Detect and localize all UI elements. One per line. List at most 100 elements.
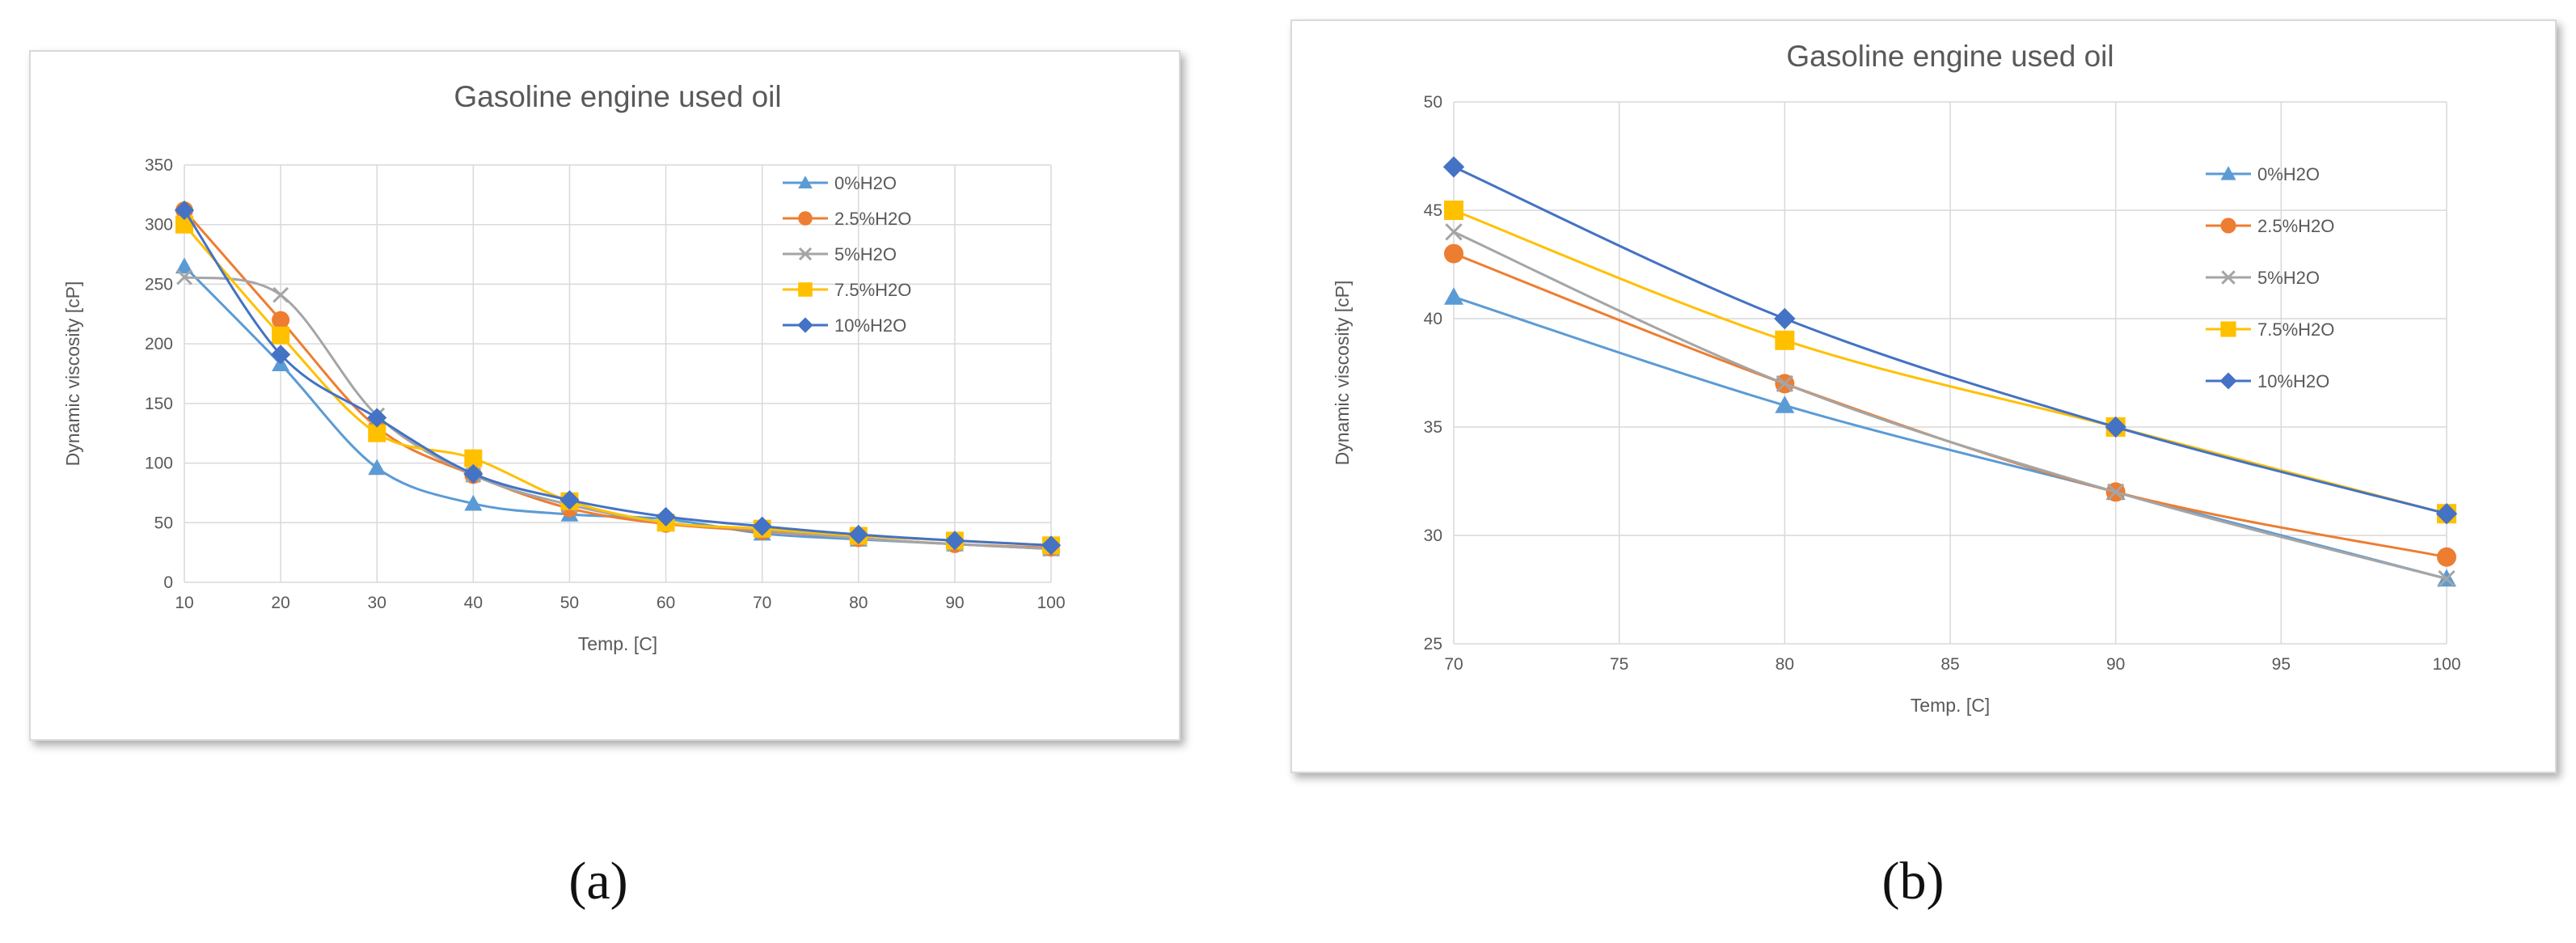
- chart-b-xtick-label: 70: [1444, 655, 1463, 674]
- chart-b-ytick-label: 50: [1424, 93, 1442, 112]
- chart-a-ytick-label: 100: [145, 455, 173, 473]
- chart-b-title: Gasoline engine used oil: [1786, 40, 2114, 73]
- chart-b-series-line: [1453, 295, 2447, 581]
- chart-a-series-3: [175, 215, 1060, 555]
- chart-b-xtick-label: 95: [2272, 655, 2291, 674]
- chart-b-data-point-stroke-2: [2438, 569, 2456, 588]
- chart-b-xtick-label: 90: [2106, 655, 2125, 674]
- chart-b-legend-marker: [2219, 372, 2237, 390]
- chart-b-legend-label: 2.5%H2O: [2257, 216, 2334, 236]
- chart-a-data-point: [368, 459, 386, 476]
- chart-a-legend-label: 10%H2O: [834, 315, 906, 336]
- chart-a-title: Gasoline engine used oil: [454, 80, 781, 113]
- chart-a-data-point: [944, 531, 965, 551]
- chart-a-series-line: [183, 265, 1052, 551]
- chart-b-legend-marker-stroke-2: [2221, 270, 2236, 285]
- chart-a-xtick-label: 90: [945, 594, 964, 612]
- chart-a-ytick-label: 50: [154, 514, 173, 532]
- chart-a-data-point: [272, 286, 289, 303]
- chart-b-data-point-stroke-2: [1776, 374, 1793, 393]
- chart-a-data-point: [848, 524, 868, 545]
- chart-b-series-line: [1453, 209, 2447, 515]
- chart-a-xtick-label: 40: [464, 594, 483, 612]
- chart-a-data-point-stroke-2: [272, 286, 289, 303]
- chart-a-legend-marker: [798, 175, 813, 189]
- chart-a-ytick-label: 150: [145, 395, 173, 413]
- chart-a-svg: 0 50 100 150 200 250 300 350 10 20 30 40 50 60 70 80 90 1…: [62, 80, 1066, 654]
- chart-a-ytick-label: 250: [145, 275, 173, 294]
- chart-a-legend-label: 5%H2O: [834, 244, 897, 264]
- chart-b-legend-label: 7.5%H2O: [2257, 319, 2334, 340]
- chart-b-xtick-label: 85: [1940, 655, 1959, 674]
- chart-b-ytick-label: 45: [1424, 201, 1442, 220]
- chart-a-legend-marker-stroke-2: [798, 247, 813, 261]
- chart-a-legend-marker: [797, 317, 813, 333]
- chart-a-data-point: [367, 408, 387, 428]
- chart-a-xtick-label: 50: [560, 594, 579, 612]
- chart-a-data-point: [463, 463, 484, 484]
- chart-b-legend-marker: [2221, 270, 2236, 285]
- chart-b-data-point: [2107, 483, 2125, 501]
- chart-b-data-point: [1445, 223, 1463, 241]
- chart-b-legend: 0%H2O 2.5%H2O 5%H2O 7.5%H2O 10%H2O: [2206, 164, 2334, 391]
- caption-a: (a): [568, 852, 628, 911]
- chart-a-ytick-label: 350: [145, 156, 173, 175]
- chart-b-xtick-label: 100: [2432, 655, 2460, 674]
- chart-b-data-point: [1444, 201, 1463, 220]
- chart-b-legend-label: 0%H2O: [2257, 164, 2320, 184]
- chart-a-data-point: [176, 269, 192, 285]
- chart-a-data-point: [560, 490, 580, 510]
- chart-b-data-point: [1444, 287, 1463, 305]
- chart-b-data-point: [2105, 416, 2126, 438]
- chart-a-xtick-label: 60: [657, 594, 675, 612]
- chart-b-data-point: [1774, 307, 1796, 330]
- chart-b-data-point: [1775, 395, 1795, 413]
- chart-b-series-2: [1445, 223, 2456, 588]
- chart-a-legend-label: 0%H2O: [834, 173, 897, 193]
- chart-a-xtick-label: 20: [271, 594, 289, 612]
- chart-b-data-point: [2437, 547, 2456, 567]
- chart-a-data-point: [464, 494, 483, 511]
- chart-b-legend-marker: [2220, 321, 2236, 337]
- chart-a-data-point: [175, 257, 193, 274]
- chart-a-data-point-stroke-2: [176, 269, 192, 285]
- chart-b-grid: [1453, 101, 2447, 645]
- chart-a-data-point: [272, 311, 290, 329]
- chart-b-data-point-stroke-2: [1445, 223, 1463, 241]
- chart-a-series-line: [184, 276, 1052, 551]
- chart-a-legend-marker: [798, 282, 813, 297]
- chart-a-data-point: [1041, 535, 1062, 556]
- chart-a-data-point: [368, 424, 386, 442]
- chart-panel-a: 0 50 100 150 200 250 300 350 10 20 30 40 50 60 70 80 90 1…: [29, 50, 1180, 741]
- chart-a-data-point: [752, 516, 772, 536]
- chart-b-data-point: [1775, 330, 1795, 350]
- chart-b-data-point: [2438, 569, 2456, 588]
- chart-a-series-line: [183, 223, 1052, 547]
- chart-b-data-point: [2435, 503, 2458, 525]
- chart-a-ytick-label: 200: [145, 335, 173, 353]
- chart-a-xtick-label: 80: [849, 594, 868, 612]
- chart-a-ytick-label: 0: [163, 573, 173, 592]
- chart-b-ytick-label: 25: [1424, 635, 1442, 653]
- chart-b-svg: 25 30 35 40 45 50 70 75 80 85 90 95 100 Gasoline engi…: [1332, 40, 2461, 716]
- chart-b-x-axis-label: Temp. [C]: [1911, 695, 1990, 716]
- chart-a-data-point: [656, 506, 676, 527]
- chart-a-legend: 0%H2O 2.5%H2O 5%H2O 7.5%H2O 10%H2O: [783, 173, 911, 336]
- chart-b-data-point: [1776, 374, 1793, 393]
- chart-b-xtick-label: 75: [1610, 655, 1628, 674]
- chart-a-y-axis-label: Dynamic viscosity [cP]: [62, 281, 83, 467]
- chart-b-ytick-label: 40: [1424, 310, 1442, 328]
- chart-a-series-line: [183, 209, 1052, 549]
- chart-b-y-axis-label: Dynamic viscosity [cP]: [1332, 281, 1353, 466]
- chart-b-data-point: [1442, 156, 1465, 178]
- chart-a-x-axis-label: Temp. [C]: [578, 633, 657, 654]
- chart-a-series-0: [175, 257, 1060, 556]
- chart-a-data-point: [175, 215, 193, 234]
- chart-b-ytick-label: 35: [1424, 418, 1442, 437]
- chart-a-legend-label: 7.5%H2O: [834, 280, 911, 300]
- chart-b-legend-label: 5%H2O: [2257, 268, 2320, 288]
- chart-a-legend-marker: [798, 247, 813, 261]
- chart-a-xtick-label: 10: [175, 594, 193, 612]
- chart-a-legend-label: 2.5%H2O: [834, 209, 911, 229]
- chart-b-series-line: [1453, 230, 2447, 581]
